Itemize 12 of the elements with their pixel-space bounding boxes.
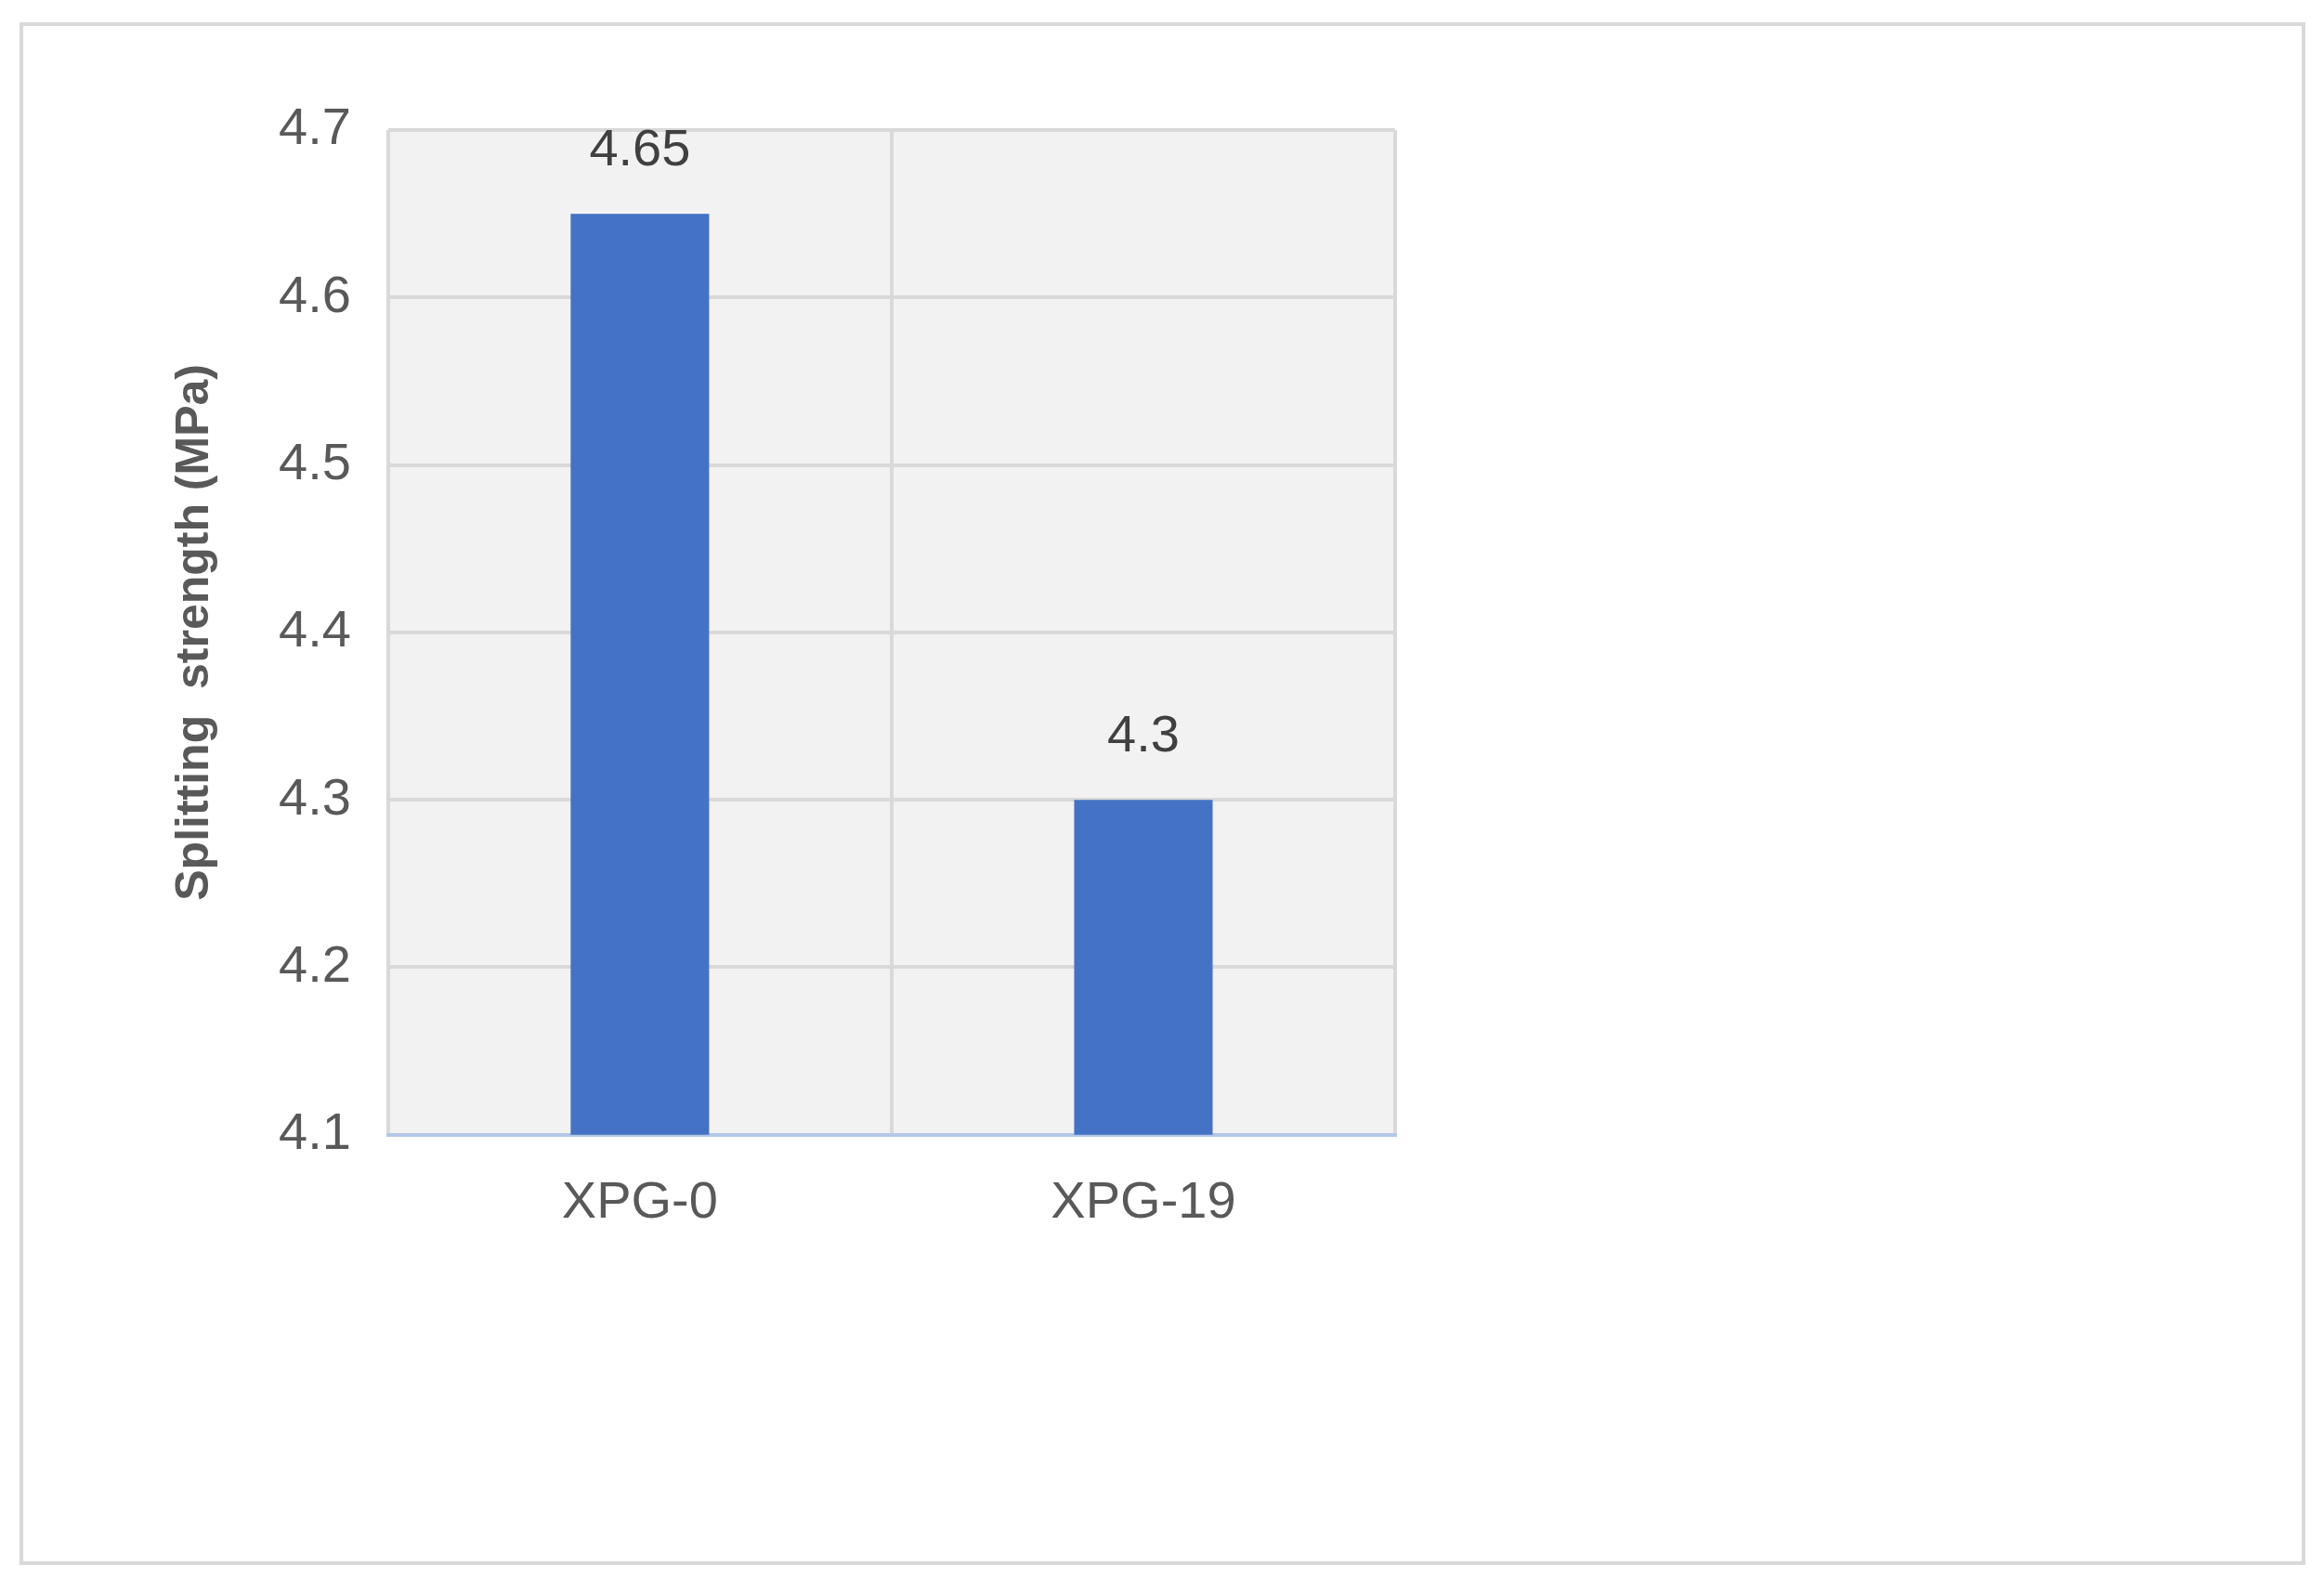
- x-tick-label: XPG-0: [561, 1169, 718, 1229]
- y-tick-label: 4.5: [278, 432, 351, 491]
- y-tick-label: 4.1: [278, 1102, 351, 1161]
- y-tick-label: 4.3: [278, 766, 351, 826]
- x-tick-label: XPG-19: [1051, 1169, 1236, 1229]
- y-tick-label: 4.6: [278, 264, 351, 323]
- y-tick-label: 4.4: [278, 599, 351, 659]
- y-axis-title: Splitting strength (MPa): [165, 364, 218, 901]
- y-tick-label: 4.7: [278, 97, 351, 156]
- data-label: 4.65: [589, 117, 691, 176]
- y-tick-label: 4.2: [278, 933, 351, 993]
- data-label: 4.3: [1107, 703, 1180, 763]
